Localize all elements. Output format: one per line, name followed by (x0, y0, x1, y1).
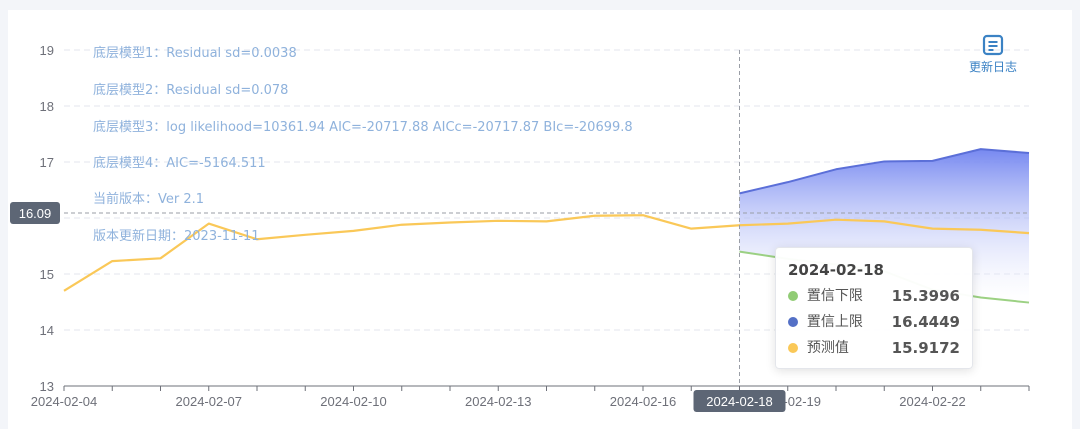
legend-dot-upper (788, 317, 798, 327)
legend-dot-lower (788, 291, 798, 301)
forecast-chart[interactable]: 底层模型1：Residual sd=0.0038 底层模型2：Residual s… (8, 10, 1072, 429)
y-tick-label: 18 (40, 99, 54, 114)
tooltip-series-name: 置信下限 (806, 288, 863, 304)
info-line: 底层模型4：AIC=-5164.511 (93, 155, 266, 171)
crosshair-y-label: 16.09 (19, 206, 52, 221)
tooltip-series-value: 16.4449 (891, 313, 960, 331)
info-line: 底层模型2：Residual sd=0.078 (93, 82, 288, 98)
document-icon (982, 34, 1004, 56)
y-tick-label: 14 (40, 323, 54, 338)
tooltip-series-name: 预测值 (806, 340, 849, 356)
tooltip-row: 置信上限 16.4449 (788, 310, 960, 334)
x-tick-label: 2024-02-22 (899, 394, 966, 409)
info-line: 当前版本：Ver 2.1 (93, 191, 204, 207)
tooltip-title: 2024-02-18 (788, 261, 884, 279)
x-tick-label: 2024-02-16 (610, 394, 677, 409)
y-tick-label: 17 (40, 155, 54, 170)
changelog-label: 更新日志 (968, 60, 1017, 74)
crosshair-x-label: 2024-02-18 (706, 394, 773, 409)
info-line: 底层模型1：Residual sd=0.0038 (93, 45, 297, 61)
chart-card: 底层模型1：Residual sd=0.0038 底层模型2：Residual s… (8, 10, 1072, 429)
y-tick-label: 15 (40, 267, 54, 282)
crosshair-layer: 16.09 2024-02-18 (10, 50, 1029, 412)
x-tick-label: 2024-02-04 (31, 394, 98, 409)
tooltip-row: 预测值 15.9172 (788, 336, 960, 360)
legend-dot-forecast (788, 343, 798, 353)
y-tick-label: 19 (40, 43, 54, 58)
tooltip-series-name: 置信上限 (806, 314, 863, 330)
info-line: 版本更新日期：2023-11-11 (93, 228, 260, 244)
tooltip-row: 置信下限 15.3996 (788, 284, 960, 308)
series-line-0 (63, 214, 1030, 292)
y-tick-label: 13 (40, 379, 54, 394)
x-tick-label: 2024-02-10 (320, 394, 387, 409)
info-annotations: 底层模型1：Residual sd=0.0038 底层模型2：Residual s… (93, 45, 633, 244)
series-line-2 (739, 148, 1030, 195)
changelog-button[interactable]: 更新日志 (958, 34, 1028, 75)
tooltip-series-value: 15.9172 (891, 339, 960, 357)
tooltip: 2024-02-18 置信下限 15.3996 置信上限 16.4449 预测值… (775, 247, 973, 369)
x-tick-label: 2024-02-07 (176, 394, 243, 409)
tooltip-series-value: 15.3996 (891, 287, 960, 305)
x-tick-label: 2024-02-13 (465, 394, 532, 409)
crosshair-y-badge (10, 201, 60, 224)
info-line: 底层模型3：log likelihood=10361.94 AIC=-20717… (93, 119, 633, 135)
crosshair-x-badge (693, 390, 786, 412)
